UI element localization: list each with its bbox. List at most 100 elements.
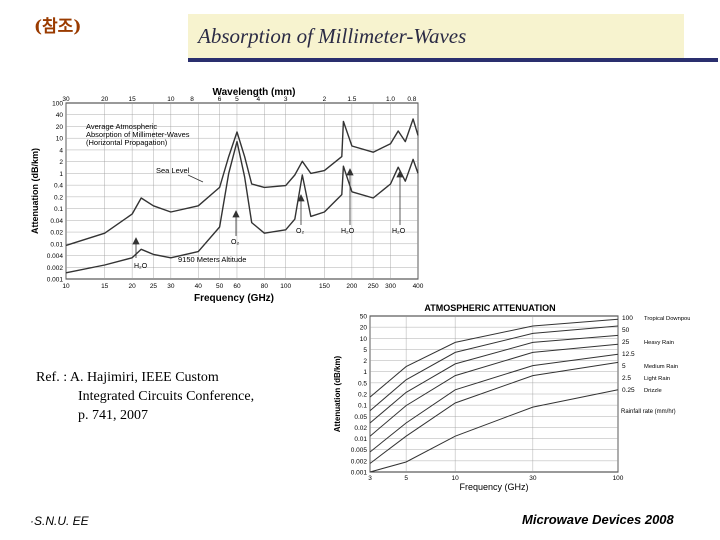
chart2-x-axis-label: Frequency (GHz) (459, 482, 528, 492)
y-tick-label: 0.02 (50, 230, 63, 237)
y-tick-label: 0.01 (354, 436, 367, 443)
h2o-high-label: H₂O (392, 228, 406, 235)
y-tick-label: 2 (59, 159, 63, 166)
y-tick-label: 0.04 (50, 218, 63, 225)
y-tick-label: 10 (56, 136, 64, 143)
rain-curve (369, 389, 619, 473)
reference-line-1: Ref. : A. Hajimiri, IEEE Custom (36, 370, 219, 385)
h2o-low-label: H₂O (134, 263, 148, 270)
y-tick-label: 0.004 (47, 253, 64, 260)
chart2-y-axis-label: Attenuation (dB/km) (333, 355, 342, 432)
header-tag: (참조) (34, 17, 82, 37)
x-tick-label: 20 (129, 283, 137, 290)
mmwave-absorption-chart: Wavelength (mm) 30 20 15 10 8 6 5 4 3 2 1.5 1.0 0.8 … (30, 87, 424, 304)
h2o-mid-label: H₂O (341, 228, 355, 235)
x-tick-label: 30 (167, 283, 175, 290)
rain-curve (369, 325, 619, 412)
rain-curve (369, 361, 619, 464)
rain-series-name: Tropical Downpour (644, 316, 690, 322)
x-tick-label: 100 (613, 475, 624, 482)
rain-series-name: Drizzle (644, 388, 662, 394)
footer-right: Microwave Devices 2008 (522, 512, 674, 527)
top-tick-label: 2 (323, 96, 327, 103)
y-tick-label: 0.1 (54, 206, 63, 213)
slide-title: Absorption of Millimeter-Waves (198, 24, 467, 48)
title-bar (188, 14, 684, 58)
y-tick-label: 1 (59, 171, 63, 178)
y-tick-label: 20 (360, 325, 368, 332)
o2-label: O₂ (231, 239, 239, 246)
x-tick-label: 100 (280, 283, 291, 290)
y-tick-label: 0.2 (358, 392, 367, 399)
rain-curve (369, 343, 619, 437)
y-tick-label: 0.1 (358, 403, 367, 410)
x-tick-label: 250 (368, 283, 379, 290)
rain-rate-value: 2.5 (622, 375, 631, 382)
x-tick-label: 60 (233, 283, 241, 290)
y-tick-label: 0.2 (54, 194, 63, 201)
x-tick-label: 15 (101, 283, 109, 290)
rain-series-name: Medium Rain (644, 364, 678, 370)
top-tick-label: 3 (284, 96, 288, 103)
y-tick-label: 10 (360, 336, 368, 343)
y-tick-label: 0.005 (351, 447, 368, 454)
rain-series-name: Heavy Rain (644, 340, 674, 346)
o2-high-label: O₂ (296, 228, 304, 235)
top-tick-label: 1.0 (386, 96, 395, 103)
x-tick-label: 400 (413, 283, 424, 290)
legend-line-1: Average Atmospheric (86, 122, 157, 131)
y-tick-label: 0.05 (354, 414, 367, 421)
rain-curve (369, 334, 619, 424)
annotation-arrows (132, 168, 404, 258)
x-tick-label: 40 (195, 283, 203, 290)
x-tick-label: 150 (319, 283, 330, 290)
altitude-curve (65, 140, 419, 274)
y-tick-label: 50 (360, 314, 368, 321)
rain-rate-value: 100 (622, 315, 633, 322)
y-tick-label: 0.002 (47, 265, 64, 272)
sea-level-curve (65, 118, 419, 247)
y-tick-label: 100 (52, 101, 63, 108)
sea-level-label: Sea Level (156, 166, 190, 175)
rain-rate-value: 5 (622, 363, 626, 370)
y-tick-label: 0.5 (358, 380, 367, 387)
y-tick-label: 2 (363, 358, 367, 365)
y-tick-label: 0.4 (54, 183, 63, 190)
top-tick-label: 6 (218, 96, 222, 103)
top-tick-label: 20 (101, 96, 109, 103)
rain-rate-value: 25 (622, 339, 630, 346)
rain-rate-value: 0.25 (622, 387, 635, 394)
x-tick-label: 10 (62, 283, 70, 290)
x-tick-label: 30 (529, 475, 537, 482)
top-axis-label: Wavelength (mm) (213, 87, 296, 98)
chart2-title: ATMOSPHERIC ATTENUATION (424, 303, 555, 313)
footer-left: ·S.N.U. EE (30, 514, 89, 528)
legend-line-3: (Horizontal Propagation) (86, 138, 168, 147)
title-rule (188, 58, 718, 62)
rain-rate-value: 50 (622, 327, 630, 334)
y-tick-label: 5 (363, 347, 367, 354)
top-tick-label: 30 (62, 96, 70, 103)
y-tick-label: 20 (56, 124, 64, 131)
y-tick-label: 0.02 (354, 425, 367, 432)
x-tick-label: 10 (452, 475, 460, 482)
top-tick-label: 10 (167, 96, 175, 103)
y-tick-label: 0.001 (47, 277, 64, 284)
top-tick-label: 8 (190, 96, 194, 103)
x-tick-label: 200 (346, 283, 357, 290)
y-tick-label: 40 (56, 112, 64, 119)
y-tick-label: 0.002 (351, 458, 368, 465)
rain-curve (369, 318, 619, 398)
rain-curve (369, 353, 619, 453)
altitude-label: 9150 Meters Altitude (178, 255, 246, 264)
top-tick-label: 1.5 (347, 96, 356, 103)
atmospheric-attenuation-chart: ATMOSPHERIC ATTENUATION 50 20 10 5 2 1 0.5 0.2 0… (333, 303, 690, 492)
x-tick-label: 50 (216, 283, 224, 290)
top-tick-label: 4 (256, 96, 260, 103)
top-tick-label: 0.8 (407, 96, 416, 103)
rain-rate-value: 12.5 (622, 351, 635, 358)
reference-line-2: Integrated Circuits Conference, (78, 389, 255, 404)
x-tick-label: 300 (385, 283, 396, 290)
y-axis-label: Attenuation (dB/km) (30, 148, 40, 234)
y-tick-label: 0.01 (50, 241, 63, 248)
